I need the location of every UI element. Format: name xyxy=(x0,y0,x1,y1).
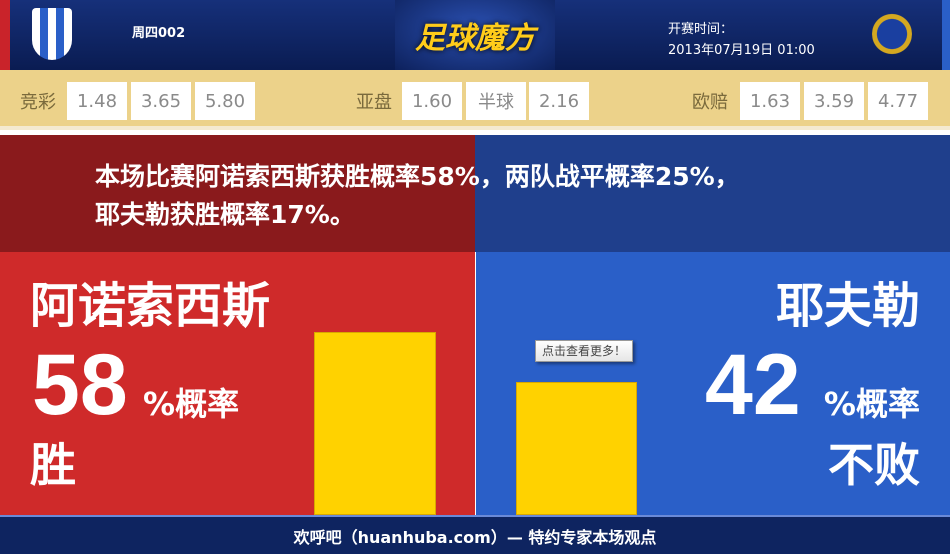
away-outcome: 不败 xyxy=(828,438,920,492)
summary-line: 本场比赛阿诺索西斯获胜概率58%，两队战平概率25%， xyxy=(95,162,740,191)
oupei-label: 欧赔 xyxy=(692,92,728,113)
match-number: 周四002 xyxy=(132,26,186,41)
home-outcome: 胜 xyxy=(30,438,76,492)
home-team-crest-icon[interactable] xyxy=(32,8,72,60)
yapan-handicap: 半球 xyxy=(466,82,526,120)
home-color-strip xyxy=(0,0,10,70)
away-percent: 42 xyxy=(705,337,801,433)
kickoff-label: 开赛时间： xyxy=(668,22,734,37)
summary-banner-away xyxy=(475,135,950,252)
away-color-strip xyxy=(942,0,950,70)
yapan-odd: 1.60 xyxy=(402,82,462,120)
footer-credit[interactable]: 欢呼吧（huanhuba.com）— 特约专家本场观点 xyxy=(0,515,950,554)
summary-line: 耶夫勒获胜概率17%。 xyxy=(95,200,355,229)
jingcai-odd: 1.48 xyxy=(67,82,127,120)
away-team-name: 耶夫勒 xyxy=(775,278,920,334)
yapan-odd: 2.16 xyxy=(529,82,589,120)
summary-banner-home xyxy=(0,135,475,252)
more-tooltip[interactable]: 点击查看更多！ xyxy=(535,340,634,362)
home-percent: 58 xyxy=(32,337,128,433)
oupei-odd: 4.77 xyxy=(868,82,928,120)
away-probability-bar xyxy=(516,382,637,515)
yapan-label: 亚盘 xyxy=(356,92,392,113)
away-percent-unit: %概率 xyxy=(823,385,920,423)
home-probability-bar xyxy=(314,332,436,515)
jingcai-odd: 3.65 xyxy=(131,82,191,120)
app-logo: 足球魔方 xyxy=(395,0,555,70)
away-team-crest-icon[interactable] xyxy=(872,8,912,60)
jingcai-label: 竞彩 xyxy=(20,92,56,113)
oupei-odd: 1.63 xyxy=(740,82,800,120)
prediction-summary: 本场比赛阿诺索西斯获胜概率58%，两队战平概率25%， 耶夫勒获胜概率17%。 xyxy=(95,158,895,234)
oupei-odd: 3.59 xyxy=(804,82,864,120)
jingcai-odd: 5.80 xyxy=(195,82,255,120)
kickoff-time: 2013年07月19日 01:00 xyxy=(668,43,815,58)
home-percent-unit: %概率 xyxy=(143,385,240,423)
home-team-name: 阿诺索西斯 xyxy=(30,278,271,334)
